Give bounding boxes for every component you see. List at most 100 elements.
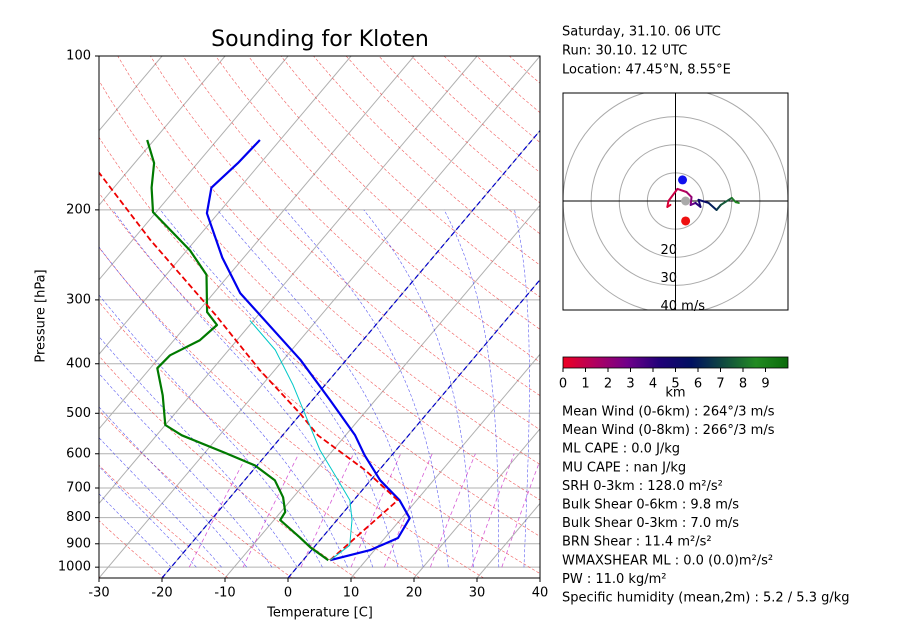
hodograph-labels: 20 30 40 m/s (661, 243, 706, 314)
stat-line: PW : 11.0 kg/m² (562, 572, 666, 587)
y-tick-label: 100 (66, 49, 91, 64)
stat-line: Mean Wind (0-6km) : 264°/3 m/s (562, 405, 775, 420)
x-tick-label: 40 (532, 586, 549, 601)
colorbar-tick-label: 3 (626, 377, 634, 392)
mixing-ratio-line (300, 453, 354, 568)
moist-adiabat (99, 406, 248, 568)
colorbar-tick-label: 6 (694, 377, 702, 392)
profile-line (146, 139, 329, 562)
dry-adiabat (99, 355, 357, 578)
highlight-isotherm (287, 278, 540, 578)
moist-adiabat (285, 209, 449, 568)
moist-adiabat (99, 466, 197, 568)
dry-adiabat (215, 56, 540, 363)
ring-label: 30 (661, 271, 678, 286)
moist-adiabat (363, 209, 474, 568)
stat-line: Bulk Shear 0-3km : 7.0 m/s (562, 516, 739, 531)
isotherm (99, 56, 415, 430)
storm-motion-marker (681, 216, 691, 226)
stat-line: MU CAPE : nan J/kg (562, 460, 686, 475)
colorbar-tick-label: 8 (739, 377, 747, 392)
hodograph-segment (697, 198, 702, 208)
dry-adiabat (99, 409, 293, 578)
x-axis-label: Temperature [C] (266, 606, 373, 621)
y-tick-label: 700 (66, 480, 91, 495)
y-tick-label: 600 (66, 446, 91, 461)
y-tick-label: 900 (66, 536, 91, 551)
stat-line: Bulk Shear 0-6km : 9.8 m/s (562, 498, 739, 513)
hodograph-segment (719, 196, 733, 206)
y-tick-label: 200 (66, 202, 91, 217)
highlight-isotherm (161, 129, 540, 578)
x-tick-label: -10 (214, 586, 235, 601)
profile-line (249, 320, 353, 561)
hodograph-segment (666, 200, 670, 208)
y-tick-label: 1000 (58, 560, 91, 575)
hodograph (563, 93, 788, 310)
header-line: Saturday, 31.10. 06 UTC (562, 25, 721, 40)
moist-adiabat (160, 209, 399, 568)
isotherm (99, 56, 100, 57)
mixing-ratio-line (471, 453, 515, 568)
moist-adiabat (112, 209, 374, 568)
isotherm (99, 56, 352, 356)
mixing-ratio-line (242, 453, 300, 568)
colorbar-tick-label: 1 (581, 377, 589, 392)
hodograph-segment (707, 201, 718, 211)
isotherm (99, 56, 163, 132)
ring-label: 40 m/s (661, 299, 706, 314)
stat-line: BRN Shear : 11.4 m²/s² (562, 535, 712, 550)
profiles (99, 139, 411, 562)
x-tick-label: 30 (469, 586, 486, 601)
ring-label: 20 (661, 243, 678, 258)
y-axis-label: Pressure [hPa] (34, 269, 49, 362)
x-tick-label: -20 (151, 586, 172, 601)
header-line: Run: 30.10. 12 UTC (562, 44, 687, 59)
stat-line: SRH 0-3km : 128.0 m²/s² (562, 479, 723, 494)
dry-adiabat (99, 576, 101, 578)
colorbar: 0 1 2 3 4 5 6 7 8 9 km (559, 356, 789, 401)
moist-adiabat (99, 336, 298, 568)
hodograph-segment (689, 196, 693, 206)
dry-adiabat (99, 192, 540, 574)
plot-frame (98, 55, 541, 579)
x-tick-label: -30 (88, 586, 109, 601)
dry-adiabat (99, 520, 165, 578)
moist-adiabat (443, 209, 500, 568)
chart-title: Sounding for Kloten (211, 27, 429, 52)
background-lines (99, 56, 540, 578)
colorbar-bar (562, 356, 789, 369)
hodograph-segment (685, 191, 693, 199)
y-tick-label: 400 (66, 356, 91, 371)
dry-adiabat (117, 56, 540, 465)
colorbar-tick-label: 9 (761, 377, 769, 392)
hodograph-segment (676, 187, 688, 193)
hodograph-segment (734, 201, 740, 204)
moist-adiabat (99, 294, 323, 568)
y-tick-label: 500 (66, 406, 91, 421)
mixing-ratio-line (430, 453, 476, 568)
x-tick-label: 0 (284, 586, 292, 601)
isotherm (224, 204, 540, 578)
storm-motion-marker (681, 196, 691, 206)
colorbar-tick-label: 2 (604, 377, 612, 392)
mixing-ratio-line (501, 459, 540, 568)
isotherm (99, 56, 226, 206)
moist-adiabat (99, 437, 222, 568)
colorbar-tick-label: 4 (649, 377, 657, 392)
moist-adiabat (99, 373, 273, 568)
colorbar-tick-label: 7 (716, 377, 724, 392)
colorbar-label: km (665, 386, 685, 401)
dry-adiabat (99, 80, 540, 501)
isotherm (350, 353, 540, 578)
dry-adiabat (182, 56, 540, 397)
dry-adiabat (280, 56, 540, 298)
dry-adiabat (99, 136, 540, 537)
info-panel: Saturday, 31.10. 06 UTC Run: 30.10. 12 UT… (562, 25, 850, 606)
moist-adiabat (99, 246, 348, 568)
x-tick-label: 10 (343, 586, 360, 601)
y-tick-label: 300 (66, 292, 91, 307)
isotherm (99, 56, 540, 578)
